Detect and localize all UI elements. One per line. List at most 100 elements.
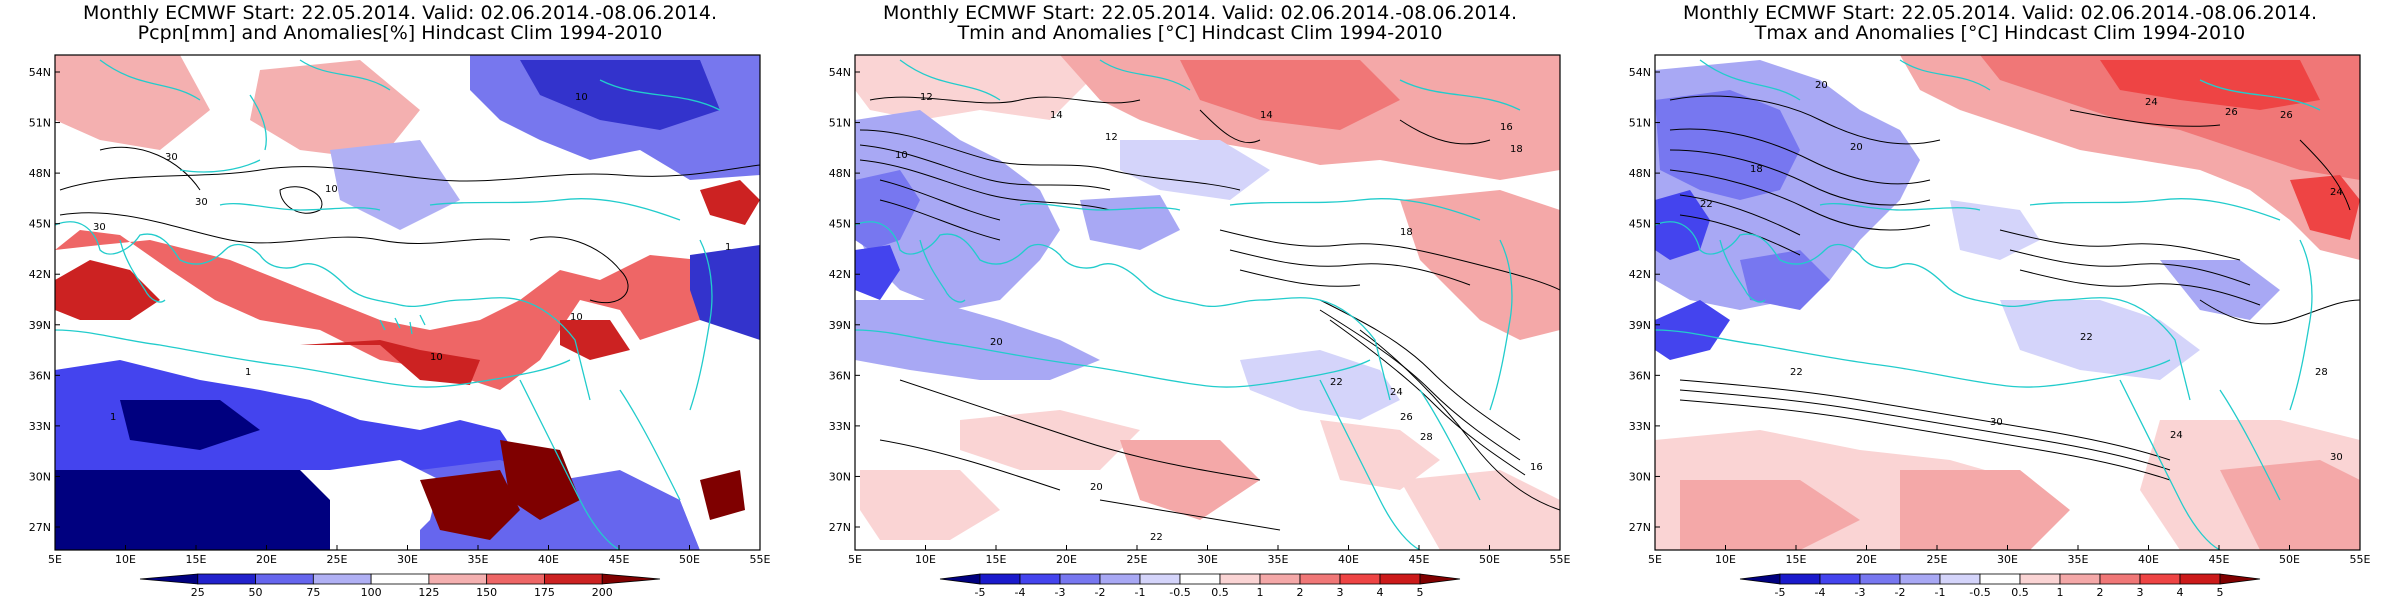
contour-labels: 10 30 30 10 30 1 10 1 10 1 — [93, 92, 731, 423]
colorbar-label: -2 — [1895, 586, 1906, 599]
lon-tick-label: 50E — [2279, 553, 2300, 566]
lon-tick-label: 35E — [2068, 553, 2089, 566]
contour-label: 22 — [1330, 377, 1343, 388]
contour-label: 1 — [245, 367, 251, 378]
contour-label: 30 — [165, 152, 178, 163]
colorbar-swatch — [486, 573, 545, 585]
panel-title: Monthly ECMWF Start: 22.05.2014. Valid: … — [83, 2, 717, 24]
lat-tick-label: 27N — [29, 521, 51, 534]
contour-label: 26 — [2280, 110, 2293, 121]
colorbar-label: 5 — [2217, 586, 2224, 599]
colorbar-label: 125 — [418, 586, 439, 599]
colorbar-swatch — [1019, 573, 1061, 585]
colorbar-swatch — [1139, 573, 1181, 585]
tmin-panel: Monthly ECMWF Start: 22.05.2014. Valid: … — [800, 0, 1600, 600]
lon-tick-label: 30E — [397, 553, 418, 566]
lon-tick-label: 35E — [1268, 553, 1289, 566]
lat-tick-label: 51N — [829, 117, 851, 130]
colorbar-label: 0.5 — [1211, 586, 1229, 599]
lon-tick-label: 40E — [2138, 553, 2159, 566]
colorbar-label: 175 — [534, 586, 555, 599]
contour-label: 28 — [2315, 367, 2328, 378]
lon-tick-label: 45E — [609, 553, 630, 566]
lon-tick-label: 55E — [2350, 553, 2371, 566]
lat-tick-label: 54N — [1629, 66, 1651, 79]
colorbar-swatch — [1259, 573, 1301, 585]
lon-tick-label: 30E — [1197, 553, 1218, 566]
colorbar-swatch — [428, 573, 488, 585]
lon-tick-label: 55E — [1550, 553, 1571, 566]
colorbar-swatch — [1859, 573, 1901, 585]
precip-panel: Monthly ECMWF Start: 22.05.2014. Valid: … — [0, 0, 800, 600]
lon-tick-label: 20E — [1856, 553, 1877, 566]
contour-label: 10 — [570, 312, 583, 323]
contour-label: 30 — [93, 222, 106, 233]
tmax-colorbar: -5 -4 -3 -2 -1 -0.5 0.5 1 2 3 4 5 — [1739, 573, 2261, 599]
colorbar-label: 3 — [1337, 586, 1344, 599]
lon-tick-label: 50E — [1479, 553, 1500, 566]
lat-tick-label: 33N — [29, 420, 51, 433]
lon-tick-label: 5E — [1648, 553, 1662, 566]
lat-tick-label: 45N — [829, 218, 851, 231]
tmin-colorbar: -5 -4 -3 -2 -1 -0.5 0.5 1 2 3 4 5 — [939, 573, 1461, 599]
colorbar-swatch — [1979, 573, 2021, 585]
colorbar-label: -4 — [1815, 586, 1826, 599]
coastlines — [55, 59, 721, 550]
panel-subtitle: Tmin and Anomalies [°C] Hindcast Clim 19… — [957, 22, 1443, 44]
contour-label: 22 — [1150, 532, 1163, 543]
contour-label: 20 — [990, 337, 1003, 348]
contour-label: 18 — [1400, 227, 1413, 238]
colorbar-label: 4 — [1377, 586, 1384, 599]
contour-label: 12 — [1105, 132, 1118, 143]
panel-title: Monthly ECMWF Start: 22.05.2014. Valid: … — [1683, 2, 2317, 24]
contour-label: 22 — [1700, 199, 1713, 210]
lat-tick-label: 27N — [1629, 521, 1651, 534]
lat-tick-label: 54N — [29, 66, 51, 79]
contour-label: 18 — [1750, 164, 1763, 175]
contour-label: 18 — [1510, 144, 1523, 155]
colorbar-label: -3 — [1055, 586, 1066, 599]
contour-label: 14 — [1260, 110, 1273, 121]
lon-tick-label: 40E — [1338, 553, 1359, 566]
colorbar-label: 200 — [592, 586, 613, 599]
lat-tick-label: 51N — [29, 117, 51, 130]
lon-tick-label: 45E — [2209, 553, 2230, 566]
lon-tick-label: 25E — [327, 553, 348, 566]
colorbar-label: 150 — [476, 586, 497, 599]
lat-tick-label: 30N — [829, 470, 851, 483]
contour-label: 10 — [575, 92, 588, 103]
colorbar-label: -0.5 — [1969, 586, 1990, 599]
lon-tick-label: 30E — [1997, 553, 2018, 566]
colorbar-label: -1 — [1935, 586, 1946, 599]
lon-tick-label: 20E — [256, 553, 277, 566]
contour-labels: 12 14 14 16 18 10 12 18 20 22 24 26 28 1… — [895, 92, 1543, 543]
lon-tick-label: 5E — [848, 553, 862, 566]
contour-label: 16 — [1500, 122, 1513, 133]
colorbar-label: -4 — [1015, 586, 1026, 599]
lon-tick-label: 25E — [1927, 553, 1948, 566]
tmin-map: 12 14 14 16 18 10 12 18 20 22 24 26 28 1… — [829, 54, 1571, 566]
tmax-anomaly-field — [1655, 55, 2360, 550]
colorbar-swatch — [197, 573, 256, 585]
lat-tick-label: 54N — [829, 66, 851, 79]
contour-label: 1 — [725, 242, 731, 253]
colorbar-swatch — [1099, 573, 1141, 585]
colorbar-label: 4 — [2177, 586, 2184, 599]
contour-label: 30 — [2330, 452, 2343, 463]
lon-tick-label: 20E — [1056, 553, 1077, 566]
panel-title: Monthly ECMWF Start: 22.05.2014. Valid: … — [883, 2, 1517, 24]
colorbar-label: 0.5 — [2011, 586, 2029, 599]
lat-tick-label: 39N — [29, 319, 51, 332]
colorbar-swatch — [1179, 573, 1221, 585]
lat-tick-label: 39N — [829, 319, 851, 332]
contour-label: 1 — [110, 412, 116, 423]
colorbar-label: 50 — [249, 586, 263, 599]
lat-tick-label: 33N — [829, 420, 851, 433]
lon-tick-label: 40E — [538, 553, 559, 566]
colorbar-label: -5 — [975, 586, 986, 599]
colorbar-label: 75 — [306, 586, 320, 599]
colorbar-swatch — [312, 573, 372, 585]
coastlines — [1655, 59, 2321, 550]
colorbar-swatch — [2219, 573, 2261, 585]
colorbar-label: 1 — [1257, 586, 1264, 599]
